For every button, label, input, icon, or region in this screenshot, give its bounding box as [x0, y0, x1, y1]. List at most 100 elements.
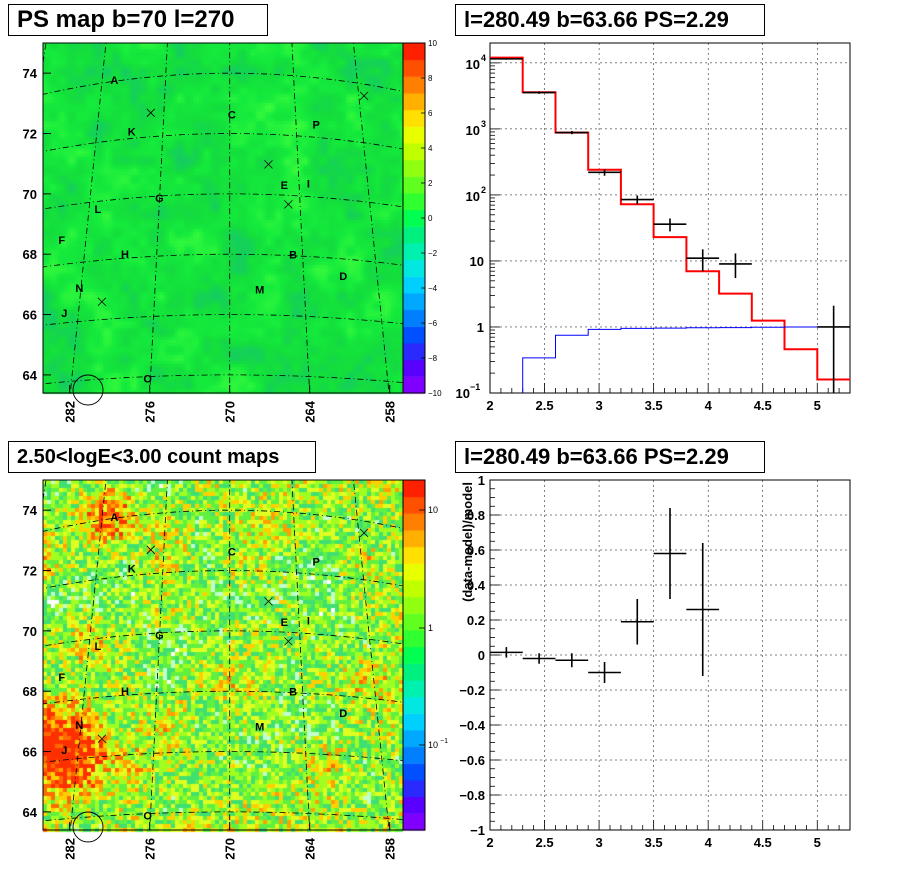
y-tick-label: 1: [478, 473, 485, 488]
colorbar-tick-exponent: −1: [440, 738, 448, 745]
source-label: I: [307, 179, 310, 191]
y-tick-exponent: 4: [481, 53, 486, 63]
source-cross-marker: [146, 108, 156, 118]
map-x-tick-label: 264: [303, 400, 318, 422]
graticule-meridian: [352, 480, 390, 830]
y-axis-label: (data-model)/model: [460, 482, 475, 602]
count-map-title: 2.50<logE<3.00 count maps: [8, 441, 316, 473]
map-y-tick-label: 72: [23, 564, 37, 579]
source-cross-marker: [97, 734, 107, 744]
y-tick-label: 10: [456, 386, 470, 401]
source-cross-marker: [284, 637, 293, 646]
colorbar-frame: [402, 479, 426, 831]
spectrum-title: l=280.49 b=63.66 PS=2.29: [455, 4, 765, 36]
ps-location-circle: [72, 374, 104, 406]
source-cross-marker: [97, 297, 107, 307]
colorbar-tick-label: 1: [428, 623, 433, 633]
map-x-tick-label: 270: [223, 838, 238, 860]
x-tick-label: 4.5: [754, 835, 772, 850]
x-tick-label: 2.5: [536, 398, 554, 413]
graticule-parallel: [43, 570, 403, 589]
map-y-tick-label: 70: [23, 624, 37, 639]
source-label: N: [75, 283, 83, 295]
graticule-parallel: [43, 630, 403, 647]
y-tick-label: 0.6: [467, 543, 485, 558]
x-tick-label: 2.5: [536, 835, 554, 850]
colorbar-tick-label: 10: [428, 505, 438, 515]
colorbar-tick-label: −10: [428, 389, 442, 398]
source-label: B: [289, 687, 297, 699]
y-tick-exponent: 2: [481, 185, 486, 195]
source-label: C: [228, 546, 236, 558]
graticule-meridian: [149, 480, 168, 830]
ps-map-title: PS map b=70 l=270: [8, 4, 268, 36]
map-frame: [42, 479, 404, 831]
colorbar-tick-label: 10: [428, 39, 437, 48]
source-cross-marker: [284, 200, 293, 209]
colorbar-tick-label: 0: [428, 214, 433, 223]
y-tick-label: 10: [466, 123, 480, 138]
y-tick-label: 0.4: [467, 578, 486, 593]
graticule-meridian: [149, 43, 168, 393]
source-cross-marker: [359, 528, 369, 538]
source-label: L: [95, 641, 102, 653]
graticule-meridian: [69, 480, 107, 830]
map-y-tick-label: 64: [23, 805, 38, 820]
map-y-tick-label: 70: [23, 187, 37, 202]
colorbar-tick-label: −2: [428, 249, 438, 258]
y-tick-label: −0.8: [459, 788, 485, 803]
residual-panel: 1 0.8 0.6 0.4 0.2 0 −0.2 −0.4 −0.6 −0.8 −12 2.5 3 3.5…: [459, 473, 851, 850]
source-label: H: [121, 686, 129, 698]
graticule-parallel: [43, 253, 403, 268]
x-tick-label: 3.5: [645, 398, 663, 413]
y-tick-exponent: −1: [470, 382, 480, 392]
source-label: D: [339, 271, 347, 283]
source-label: A: [110, 75, 118, 87]
map-y-tick-label: 74: [23, 66, 38, 81]
source-label: C: [228, 109, 236, 121]
source-label: G: [155, 630, 164, 642]
x-tick-label: 3.5: [645, 835, 663, 850]
source-label: J: [61, 745, 67, 757]
x-tick-label: 5: [814, 835, 821, 850]
x-tick-label: 4: [705, 398, 713, 413]
source-cross-marker: [264, 597, 273, 606]
map-x-tick-label: 258: [383, 838, 398, 860]
graticule-parallel: [43, 751, 403, 763]
y-tick-label: −0.2: [459, 683, 485, 698]
y-tick-label: 10: [466, 57, 480, 72]
source-label: K: [128, 126, 136, 138]
source-label: A: [110, 512, 118, 524]
x-tick-label: 2: [486, 835, 493, 850]
source-label: L: [95, 204, 102, 216]
map-x-tick-label: 282: [63, 838, 78, 860]
y-tick-label: −0.4: [459, 718, 485, 733]
source-label: I: [307, 616, 310, 628]
y-tick-label: 10: [470, 254, 484, 269]
source-label: M: [255, 285, 264, 297]
source-label: P: [312, 119, 319, 131]
map-y-tick-label: 68: [23, 684, 37, 699]
source-label: P: [312, 556, 319, 568]
graticule-parallel: [43, 314, 403, 326]
colorbar-tick-label: −6: [428, 319, 438, 328]
ps-location-circle: [72, 811, 104, 843]
model-total-line: [490, 56, 850, 381]
source-label: N: [75, 720, 83, 732]
source-label: H: [121, 249, 129, 261]
map-y-tick-label: 66: [23, 308, 37, 323]
y-tick-label: 0: [478, 648, 485, 663]
map-y-tick-label: 74: [23, 503, 38, 518]
graticule-parallel: [43, 193, 403, 210]
colorbar-tick-label: −4: [428, 284, 438, 293]
graticule-meridian: [291, 43, 310, 393]
map-x-tick-label: 264: [303, 837, 318, 859]
spectrum-frame: [489, 42, 851, 394]
x-tick-label: 5: [814, 398, 821, 413]
source-label: F: [58, 235, 65, 247]
y-tick-exponent: 3: [481, 119, 486, 129]
map-x-tick-label: 258: [383, 401, 398, 423]
x-tick-label: 4.5: [754, 398, 772, 413]
graticule-parallel: [43, 811, 403, 822]
